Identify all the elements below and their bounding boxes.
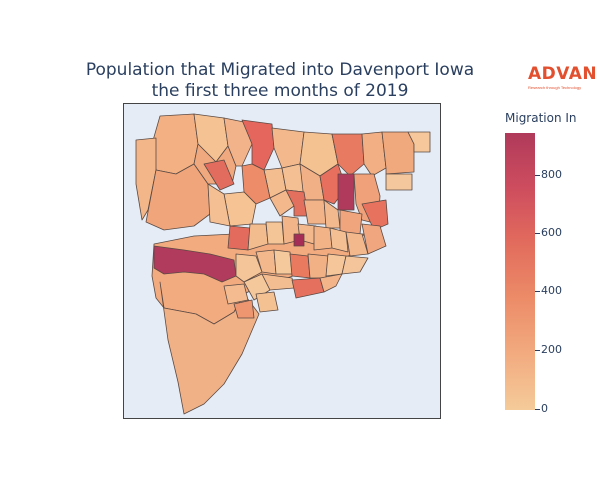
tract-center-dark bbox=[293, 233, 305, 247]
tract-c-13 bbox=[227, 225, 251, 251]
tract-c-7 bbox=[285, 189, 309, 217]
colorbar-tick-mark bbox=[535, 233, 540, 234]
colorbar-title: Migration In bbox=[505, 111, 577, 125]
tract-c-10 bbox=[339, 209, 363, 235]
tract-s-3 bbox=[273, 249, 293, 275]
tract-north-a bbox=[203, 159, 235, 191]
map-plot-area[interactable] bbox=[123, 103, 441, 419]
tract-s-14 bbox=[255, 291, 279, 313]
colorbar-tick-mark bbox=[535, 291, 540, 292]
colorbar-tick-label: 400 bbox=[541, 284, 562, 297]
tract-west-river bbox=[153, 245, 237, 283]
tract-c-8 bbox=[303, 199, 327, 225]
tract-north-g bbox=[361, 131, 387, 177]
brand-tagline: Research through Technology bbox=[528, 85, 582, 90]
tract-s-13 bbox=[223, 283, 249, 305]
colorbar-gradient bbox=[505, 133, 535, 410]
colorbar-tick-mark bbox=[535, 175, 540, 176]
tract-south-large bbox=[159, 281, 260, 415]
tract-s-12 bbox=[233, 299, 255, 319]
colorbar-tick-label: 600 bbox=[541, 226, 562, 239]
map-title-line1: Population that Migrated into Davenport … bbox=[85, 60, 475, 80]
tract-nw-1 bbox=[151, 113, 199, 175]
colorbar-tick-mark bbox=[535, 350, 540, 351]
tract-s-7 bbox=[341, 255, 369, 275]
tract-c-21 bbox=[361, 223, 387, 255]
tract-s-10 bbox=[291, 277, 325, 299]
tract-north-f bbox=[331, 133, 365, 177]
tract-ne-3 bbox=[385, 173, 413, 191]
advan-logo: ADVAN Research through Technology bbox=[528, 64, 597, 90]
tract-c-15 bbox=[265, 221, 285, 245]
brand-name: ADVAN bbox=[528, 64, 598, 84]
tract-s-11 bbox=[319, 273, 343, 293]
tract-s-5 bbox=[307, 253, 329, 279]
tract-ne-1 bbox=[381, 131, 415, 175]
tract-ne-2 bbox=[407, 131, 431, 153]
tract-s-4 bbox=[289, 253, 311, 279]
tract-north-d bbox=[271, 127, 305, 169]
tract-c-19 bbox=[329, 227, 349, 253]
tract-c-18 bbox=[313, 225, 333, 251]
map-title-line2: the first three months of 2019 bbox=[151, 81, 409, 101]
tract-east-dark bbox=[337, 173, 355, 211]
choropleth-map bbox=[135, 113, 431, 415]
colorbar-tick-label: 0 bbox=[541, 402, 548, 415]
map-title: Population that Migrated into Davenport … bbox=[40, 60, 520, 102]
tract-s-1 bbox=[235, 253, 263, 283]
tract-nw-3 bbox=[145, 163, 211, 231]
colorbar-tick-mark bbox=[535, 409, 540, 410]
colorbar-tick-label: 800 bbox=[541, 168, 562, 181]
colorbar-tick-label: 200 bbox=[541, 343, 562, 356]
tract-e-2 bbox=[361, 199, 389, 231]
